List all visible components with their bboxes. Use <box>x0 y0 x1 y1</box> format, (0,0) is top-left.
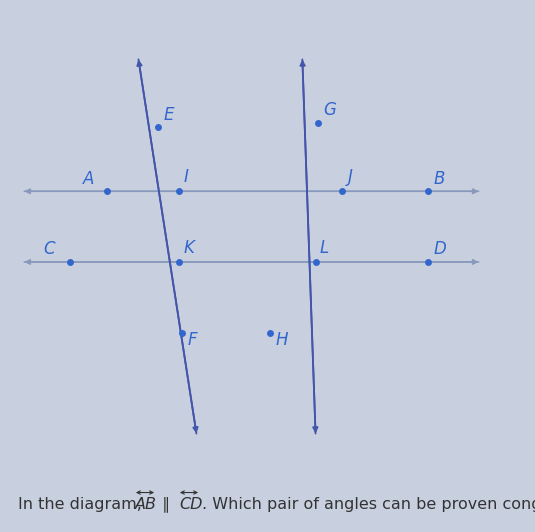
Text: D: D <box>433 240 446 259</box>
Text: K: K <box>184 239 194 256</box>
Text: I: I <box>184 168 188 186</box>
Text: In the diagram,: In the diagram, <box>18 497 142 512</box>
Text: C: C <box>43 240 55 259</box>
Text: ∥: ∥ <box>157 496 175 512</box>
Text: . Which pair of angles can be proven congruent?: . Which pair of angles can be proven con… <box>202 497 535 512</box>
Text: G: G <box>324 101 337 119</box>
Text: J: J <box>348 168 353 186</box>
Text: E: E <box>163 106 174 124</box>
Text: AB: AB <box>135 497 157 512</box>
Text: A: A <box>83 170 94 188</box>
Text: F: F <box>187 331 197 350</box>
Text: H: H <box>276 331 288 350</box>
Text: B: B <box>433 170 445 188</box>
Text: CD: CD <box>179 497 203 512</box>
Text: L: L <box>320 239 329 256</box>
